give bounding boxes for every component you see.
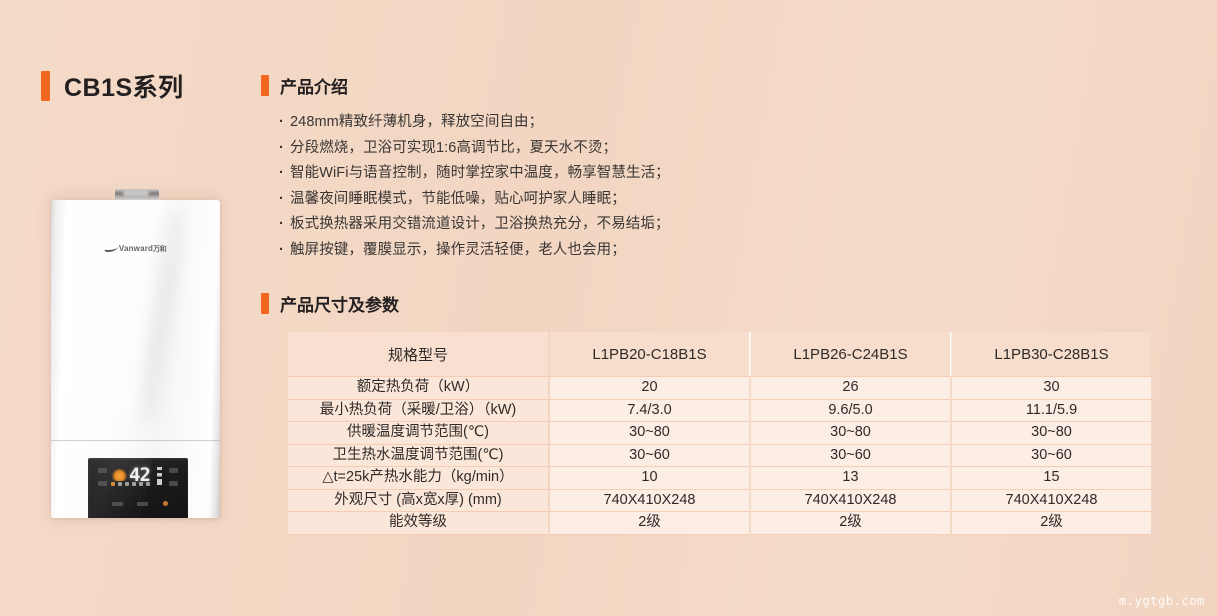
series-heading: CB1S系列 [41,68,184,104]
brand-name-cn: 万和 [153,246,167,253]
touch-keys-right[interactable] [169,468,178,486]
flame-icon [112,468,127,481]
table-row: 能效等级 2级 2级 2级 [288,511,1151,535]
cell-value: 20 [550,376,749,399]
row-label: 外观尺寸 (高x宽x厚) (mm) [288,488,548,511]
degree-unit-icon [157,467,162,485]
touch-key-plus-icon[interactable] [169,468,178,473]
section-title-intro: 产品介绍 [280,78,348,97]
control-panel: 42 [88,458,188,518]
list-item: 板式换热器采用交错流道设计，卫浴换热充分，不易结垢； [279,212,670,238]
wifi-icon [125,482,129,486]
function-key-icon[interactable] [137,501,149,506]
spec-table-container: 规格型号 L1PB20-C18B1S L1PB26-C24B1S L1PB30-… [288,332,1151,535]
cell-value: 30~80 [751,421,950,444]
cell-value: 30~60 [550,443,749,466]
touch-keys-left[interactable] [98,468,107,486]
cell-value: 30~80 [550,421,749,444]
row-label: 额定热负荷（kW） [288,376,548,399]
cell-value: 740X410X248 [550,488,749,511]
feature-list: 248mm精致纤薄机身，释放空间自由； 分段燃烧，卫浴可实现1:6高调节比，夏天… [279,110,670,263]
cell-value: 740X410X248 [751,488,950,511]
cell-value: 30~60 [952,443,1151,466]
temperature-value: 42 [129,464,151,486]
table-row: 外观尺寸 (高x宽x厚) (mm) 740X410X248 740X410X24… [288,488,1151,511]
table-header-row: 规格型号 L1PB20-C18B1S L1PB26-C24B1S L1PB30-… [288,332,1151,376]
row-label: 供暖温度调节范围(℃) [288,421,548,444]
touch-key-up-icon[interactable] [98,468,107,473]
cell-value: 2级 [550,511,749,535]
brand-name-latin: Vanward [118,244,154,253]
flue-pipe-icon [115,189,159,201]
brand-logo: Vanward万和 [51,244,220,254]
lock-icon [146,482,150,486]
cell-value: 30~80 [952,421,1151,444]
cell-value: 9.6/5.0 [751,398,950,421]
list-item: 分段燃烧，卫浴可实现1:6高调节比，夏天水不烫； [279,136,670,162]
cell-value: 2级 [952,511,1151,535]
boiler-body: Vanward万和 42 [51,200,220,518]
list-item: 温馨夜间睡眠模式，节能低噪，贴心呵护家人睡眠； [279,187,670,213]
cell-value: 11.1/5.9 [952,398,1151,421]
watermark: m.ygtgb.com [1118,594,1205,608]
panel-seam [51,440,220,441]
table-row: 额定热负荷（kW） 20 26 30 [288,376,1151,399]
lcd-display: 42 [110,464,166,489]
list-item: 触屏按键，覆膜显示，操作灵活轻便，老人也会用； [279,238,670,264]
section-title-spec: 产品尺寸及参数 [280,296,399,315]
touch-key-down-icon[interactable] [98,481,107,486]
row-label: 能效等级 [288,511,548,535]
spec-table: 规格型号 L1PB20-C18B1S L1PB26-C24B1S L1PB30-… [288,332,1151,535]
table-body: 额定热负荷（kW） 20 26 30 最小热负荷（采暖/卫浴）（kW) 7.4/… [288,376,1151,535]
heating-icon [111,482,115,486]
accent-bar-icon [41,71,50,101]
accent-bar-icon [261,75,269,96]
product-image: Vanward万和 42 [47,189,224,520]
row-label: 最小热负荷（采暖/卫浴）（kW) [288,398,548,421]
cell-value: 10 [550,466,749,489]
swoosh-icon [103,244,119,252]
mode-key-icon[interactable] [112,501,124,506]
touch-keys-bottom[interactable] [105,501,175,506]
list-item: 智能WiFi与语音控制，随时掌控家中温度，畅享智慧生活； [279,161,670,187]
timer-icon [139,482,143,486]
cell-value: 7.4/3.0 [550,398,749,421]
cell-value: 30~60 [751,443,950,466]
table-row: 最小热负荷（采暖/卫浴）（kW) 7.4/3.0 9.6/5.0 11.1/5.… [288,398,1151,421]
table-row: 供暖温度调节范围(℃) 30~80 30~80 30~80 [288,421,1151,444]
section-header-intro: 产品介绍 [261,73,348,98]
cell-value: 26 [751,376,950,399]
power-key-icon[interactable] [162,501,168,506]
cell-value: 30 [952,376,1151,399]
column-header-label: 规格型号 [288,332,548,376]
column-header-model-3: L1PB30-C28B1S [952,332,1151,376]
row-label: 卫生热水温度调节范围(℃) [288,443,548,466]
touch-key-minus-icon[interactable] [169,481,178,486]
table-row: △t=25k产热水能力（kg/min） 10 13 15 [288,466,1151,489]
content-column: 产品介绍 248mm精致纤薄机身，释放空间自由； 分段燃烧，卫浴可实现1:6高调… [255,0,1217,616]
column-header-model-2: L1PB26-C24B1S [751,332,950,376]
row-label: △t=25k产热水能力（kg/min） [288,466,548,489]
cell-value: 13 [751,466,950,489]
status-icon-row [111,482,150,486]
sleep-icon [132,482,136,486]
column-header-model-1: L1PB20-C18B1S [550,332,749,376]
cell-value: 2级 [751,511,950,535]
table-row: 卫生热水温度调节范围(℃) 30~60 30~60 30~60 [288,443,1151,466]
section-header-spec: 产品尺寸及参数 [261,291,399,316]
cell-value: 740X410X248 [952,488,1151,511]
cell-value: 15 [952,466,1151,489]
page-title: CB1S系列 [64,74,184,102]
list-item: 248mm精致纤薄机身，释放空间自由； [279,110,670,136]
shower-icon [118,482,122,486]
left-column: CB1S系列 Vanward万和 [0,0,255,616]
accent-bar-icon [261,293,269,314]
